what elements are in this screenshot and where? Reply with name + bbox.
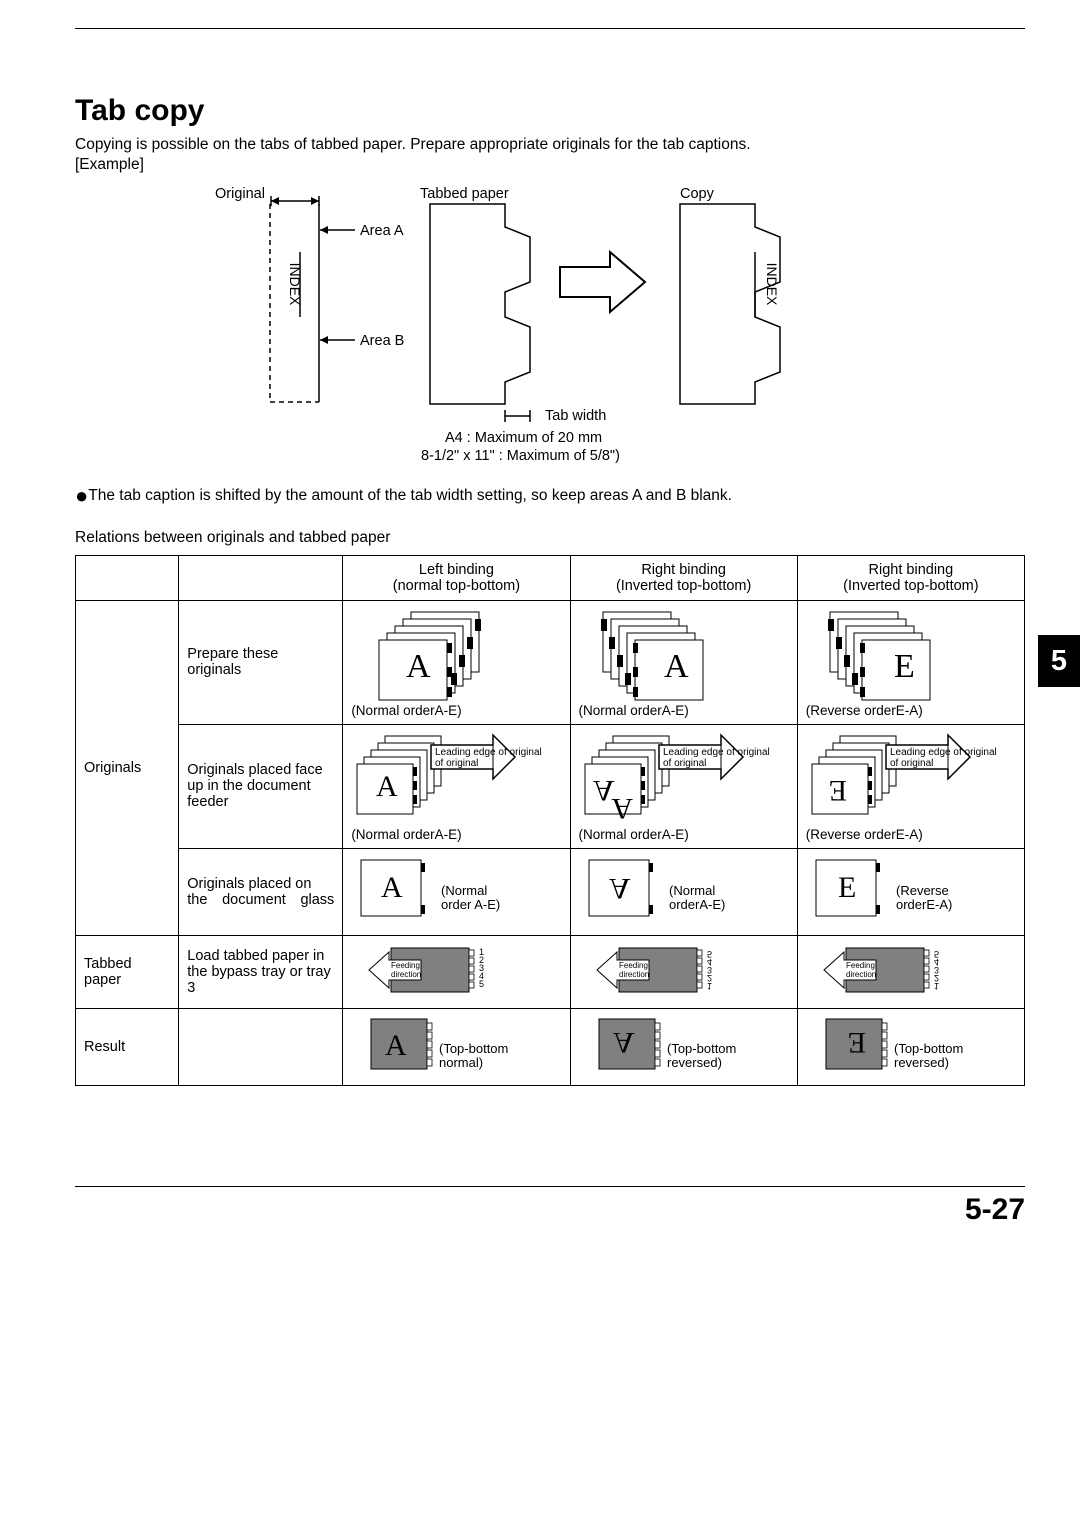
svg-text:A: A — [406, 648, 431, 685]
svg-text:E: E — [847, 1026, 865, 1059]
svg-text:of original: of original — [435, 758, 478, 769]
table-row: Originals placed face up in the document… — [76, 724, 1025, 848]
svg-text:(Top-bottom: (Top-bottom — [894, 1041, 963, 1056]
svg-text:(Normal: (Normal — [441, 883, 487, 898]
svg-text:of original: of original — [663, 758, 706, 769]
label-original: Original — [215, 186, 265, 202]
svg-text:reversed): reversed) — [667, 1055, 722, 1070]
table-row: Tabbed paper Load tabbed paper in the by… — [76, 935, 1025, 1008]
svg-text:reversed): reversed) — [894, 1055, 949, 1070]
svg-text:Leading edge of original: Leading edge of original — [435, 747, 542, 758]
prepare-left: A (Normal orderA-E) — [343, 600, 570, 724]
tabbed-paper-outline — [430, 204, 530, 404]
svg-text:E: E — [838, 871, 856, 904]
relations-table: Left binding(normal top-bottom) Right bi… — [75, 555, 1025, 1086]
svg-text:1: 1 — [934, 981, 939, 991]
label-tabbed: Tabbed paper — [420, 186, 509, 202]
svg-text:orderE-A): orderE-A) — [896, 897, 952, 912]
table-row: Originals placed on the document glass A… — [76, 848, 1025, 935]
svg-text:A: A — [385, 1029, 407, 1062]
svg-text:direction: direction — [619, 970, 649, 979]
tabbed-mid: 5 4 3 2 1 Feeding direction — [570, 935, 797, 1008]
svg-text:Leading edge of original: Leading edge of original — [890, 747, 997, 758]
svg-text:Feeding: Feeding — [846, 961, 875, 970]
feeder-left: A Leading edge of original of original (… — [343, 724, 570, 848]
svg-text:of original: of original — [890, 758, 933, 769]
svg-text:A: A — [376, 770, 398, 803]
label-tab-width: Tab width — [545, 408, 606, 424]
svg-text:Leading edge of original: Leading edge of original — [663, 747, 770, 758]
chapter-tab: 5 — [1038, 635, 1080, 687]
glass-mid: A (Normal orderA-E) — [570, 848, 797, 935]
cell-glass: Originals placed on the document glass — [179, 848, 343, 935]
result-mid: A (Top-bottom reversed) — [570, 1008, 797, 1085]
cell-tabbed-label: Tabbed paper — [76, 935, 179, 1008]
svg-text:(Normal: (Normal — [669, 883, 715, 898]
svg-text:direction: direction — [391, 970, 421, 979]
feeder-mid: A A Leading edge of original of original… — [570, 724, 797, 848]
table-row: Result A (Top-bottom normal) — [76, 1008, 1025, 1085]
svg-text:normal): normal) — [439, 1055, 483, 1070]
svg-text:5: 5 — [479, 979, 484, 989]
tray-icon: 1 2 3 4 5 Feeding direction — [351, 942, 511, 998]
svg-text:E: E — [894, 648, 915, 685]
svg-text:Feeding: Feeding — [619, 961, 648, 970]
label-area-a: Area A — [360, 223, 404, 239]
top-diagram: Original Tabbed paper Copy INDEX Area A … — [75, 182, 1025, 477]
note: ●The tab caption is shifted by the amoun… — [75, 483, 1025, 509]
cell-feeder: Originals placed face up in the document… — [179, 724, 343, 848]
svg-text:A: A — [664, 648, 689, 685]
cell-load: Load tabbed paper in the bypass tray or … — [179, 935, 343, 1008]
example-label: [Example] — [75, 156, 1025, 174]
result-left: A (Top-bottom normal) — [343, 1008, 570, 1085]
svg-text:order A-E): order A-E) — [441, 897, 500, 912]
page-root: SPECIAL MODES Tab copy Copying is possib… — [0, 0, 1080, 1217]
label-a4: A4 : Maximum of 20 mm — [445, 430, 602, 446]
glass-left: A (Normal order A-E) — [343, 848, 570, 935]
table-header-row: Left binding(normal top-bottom) Right bi… — [76, 555, 1025, 600]
svg-text:(Reverse: (Reverse — [896, 883, 949, 898]
header-rule — [75, 28, 1025, 29]
feeder-right: E Leading edge of original of original (… — [797, 724, 1024, 848]
label-area-b: Area B — [360, 333, 404, 349]
svg-text:E: E — [828, 774, 846, 807]
svg-text:A: A — [609, 872, 631, 905]
page-title: Tab copy — [75, 94, 1025, 128]
prepare-right: E (Reverse orderE-A) — [797, 600, 1024, 724]
svg-text:A: A — [381, 871, 403, 904]
svg-text:A: A — [593, 774, 615, 807]
tabbed-left: 1 2 3 4 5 Feeding direction — [343, 935, 570, 1008]
footer-rule: 5-27 — [75, 1186, 1025, 1187]
svg-text:(Top-bottom: (Top-bottom — [667, 1041, 736, 1056]
result-right: E (Top-bottom reversed) — [797, 1008, 1024, 1085]
table-row: Originals Prepare these originals — [76, 600, 1025, 724]
label-copy: Copy — [680, 186, 715, 202]
cell-originals-label: Originals — [76, 600, 179, 935]
bullet-icon: ● — [75, 483, 88, 508]
svg-text:(Top-bottom: (Top-bottom — [439, 1041, 508, 1056]
svg-text:A: A — [613, 1026, 635, 1059]
cell-prepare: Prepare these originals — [179, 600, 343, 724]
prepare-mid: A (Normal orderA-E) — [570, 600, 797, 724]
relations-title: Relations between originals and tabbed p… — [75, 529, 1025, 547]
tabbed-right: 5 4 3 2 1 Feeding direction — [797, 935, 1024, 1008]
svg-text:orderA-E): orderA-E) — [669, 897, 725, 912]
intro-text: Copying is possible on the tabs of tabbe… — [75, 134, 1025, 156]
svg-text:1: 1 — [707, 981, 712, 991]
svg-text:Feeding: Feeding — [391, 961, 420, 970]
stacked-pages-a-icon: A — [351, 607, 501, 695]
label-letter: 8-1/2" x 11" : Maximum of 5/8") — [421, 448, 620, 464]
svg-text:direction: direction — [846, 970, 876, 979]
cell-result: Result — [76, 1008, 179, 1085]
glass-right: E (Reverse orderE-A) — [797, 848, 1024, 935]
stacked-pages-a-left-icon: A — [579, 607, 729, 695]
page-number: 5-27 — [965, 1193, 1025, 1227]
index-right: INDEX — [764, 262, 780, 305]
arrow-right-icon — [560, 252, 645, 312]
index-left: INDEX — [287, 262, 303, 305]
stacked-pages-e-left-icon: E — [806, 607, 956, 695]
